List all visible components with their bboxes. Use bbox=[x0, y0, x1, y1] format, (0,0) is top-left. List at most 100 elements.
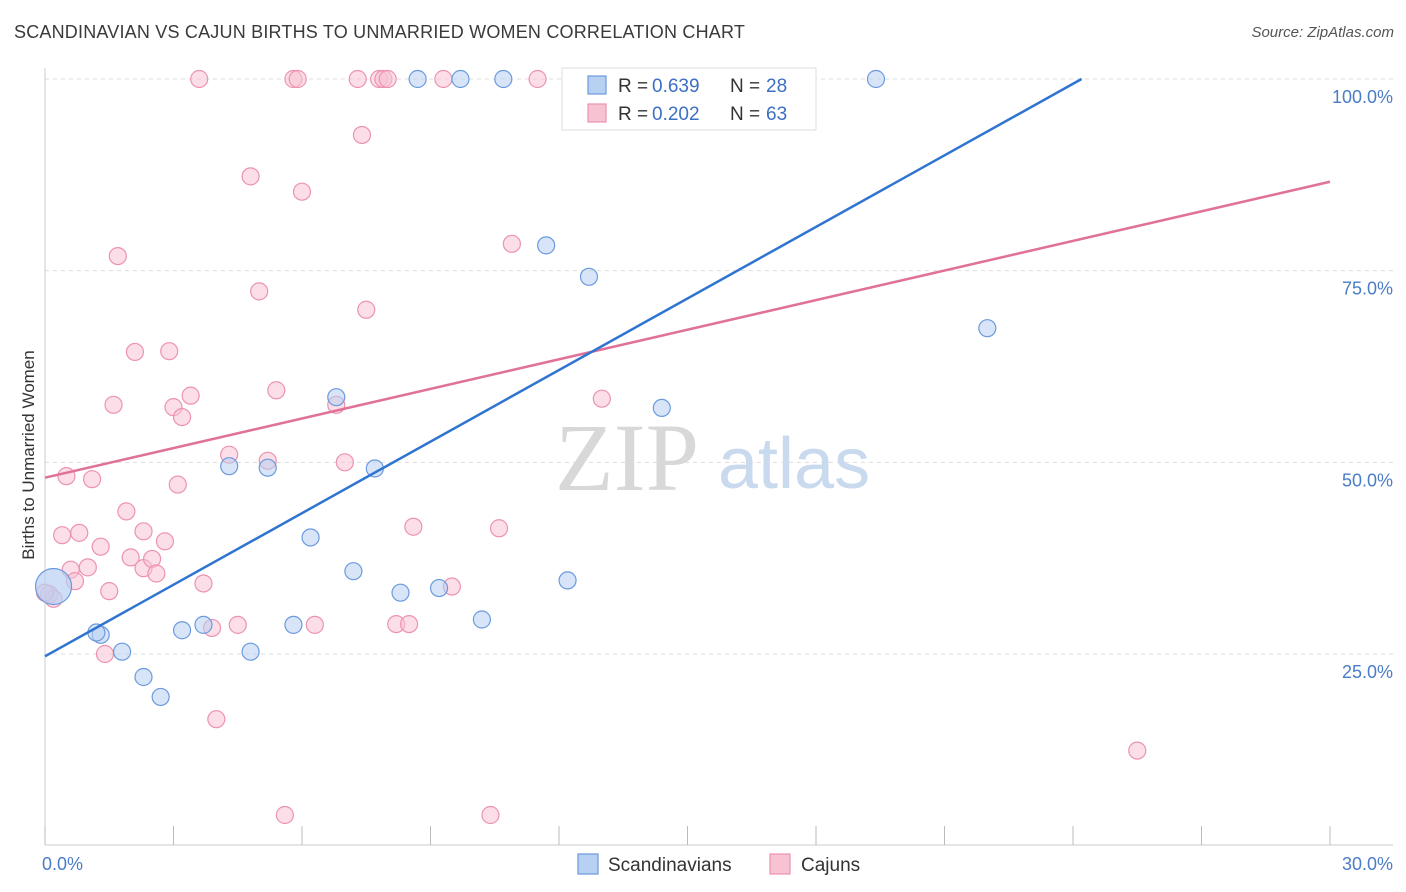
cajuns-point-9 bbox=[91, 537, 110, 556]
cajuns-point-7 bbox=[78, 558, 97, 577]
y-tick-label-50: 50.0% bbox=[1342, 470, 1393, 490]
cajuns-point-26 bbox=[181, 386, 200, 405]
scandinavians-point-26 bbox=[866, 69, 886, 89]
cajuns-point-16 bbox=[125, 342, 145, 362]
scandinavians-point-22 bbox=[537, 236, 556, 255]
legend-swatch-pink bbox=[587, 103, 607, 123]
scandinavians-point-3 bbox=[112, 642, 132, 661]
cajuns-point-24 bbox=[168, 475, 187, 494]
cajuns-point-14 bbox=[117, 502, 136, 521]
scandinavians-point-7 bbox=[194, 615, 213, 634]
legend-n-label-1: N = bbox=[730, 76, 760, 97]
cajuns-point-10 bbox=[95, 644, 115, 664]
cajuns-point-33 bbox=[241, 167, 260, 186]
cajuns-point-41 bbox=[305, 615, 324, 634]
scandinavians-point-27 bbox=[978, 319, 997, 338]
scandinavians-point-19 bbox=[451, 69, 470, 89]
cajuns-point-37 bbox=[275, 805, 294, 825]
scandinavians-point-13 bbox=[327, 388, 346, 407]
cajuns-point-46 bbox=[357, 300, 376, 319]
correlation-legend: R = 0.639 N = 28 R = 0.202 N = 63 bbox=[561, 67, 817, 131]
scandinavians-point-14 bbox=[344, 562, 363, 581]
legend-r-value-2: 0.202 bbox=[652, 104, 700, 125]
cajuns-point-53 bbox=[434, 69, 453, 89]
cajuns-point-57 bbox=[502, 234, 521, 253]
scandinavians-point-0 bbox=[34, 567, 73, 606]
cajuns-point-13 bbox=[108, 247, 127, 266]
chart-title: SCANDINAVIAN VS CAJUN BIRTHS TO UNMARRIE… bbox=[14, 22, 746, 42]
y-tick-label-100: 100.0% bbox=[1332, 87, 1393, 107]
cajuns-point-27 bbox=[190, 69, 209, 89]
watermark-atlas: atlas bbox=[718, 424, 870, 504]
scandinavians-point-6 bbox=[172, 621, 192, 640]
series-legend: Scandinavians Cajuns bbox=[577, 853, 860, 876]
cajuns-point-32 bbox=[228, 615, 247, 634]
legend-n-value-2: 63 bbox=[766, 104, 787, 125]
cajuns-point-58 bbox=[528, 69, 547, 89]
source-label: Source: ZipAtlas.com bbox=[1251, 24, 1394, 41]
grid-lines bbox=[45, 78, 1393, 655]
cajuns-point-2 bbox=[53, 526, 72, 545]
scandinavians-point-5 bbox=[151, 687, 170, 707]
scandinavians-point-12 bbox=[301, 528, 320, 547]
legend-swatch-scandinavians bbox=[577, 853, 599, 875]
scandinavians-point-4 bbox=[134, 667, 153, 687]
cajuns-point-28 bbox=[194, 574, 213, 593]
cajuns-point-21 bbox=[155, 532, 175, 551]
legend-r-label-1: R = bbox=[618, 76, 648, 97]
cajuns-point-45 bbox=[352, 125, 372, 145]
cajuns-point-34 bbox=[250, 282, 269, 301]
cajuns-point-56 bbox=[489, 519, 509, 538]
cajuns-point-6 bbox=[70, 523, 89, 542]
legend-label-cajuns: Cajuns bbox=[801, 855, 860, 876]
legend-r-value-1: 0.639 bbox=[652, 76, 700, 97]
cajuns-point-25 bbox=[172, 408, 192, 427]
trend-lines bbox=[44, 77, 1331, 658]
legend-swatch-cajuns bbox=[769, 853, 791, 875]
scandinavians-point-11 bbox=[284, 615, 303, 634]
cajuns-point-60 bbox=[592, 389, 611, 408]
cajuns-point-22 bbox=[160, 342, 179, 361]
x-tick-label-max: 30.0% bbox=[1342, 854, 1393, 874]
cajuns-point-61 bbox=[1128, 741, 1147, 760]
scandinavians-point-10 bbox=[258, 458, 277, 477]
scandinavians-point-25 bbox=[652, 398, 671, 417]
scandinavians-point-17 bbox=[408, 69, 427, 89]
cajuns-point-18 bbox=[134, 522, 153, 541]
x-tick-label-min: 0.0% bbox=[42, 854, 83, 874]
scandinavians-point-8 bbox=[220, 457, 239, 476]
cajuns-point-11 bbox=[100, 582, 119, 601]
scandinavians-point-24 bbox=[579, 267, 599, 286]
axes bbox=[44, 68, 1393, 846]
cajuns-point-15 bbox=[121, 548, 140, 567]
cajuns-points bbox=[35, 69, 1147, 825]
scandinavians-trend-line bbox=[44, 77, 1083, 658]
y-tick-label-75: 75.0% bbox=[1342, 279, 1393, 299]
legend-n-label-2: N = bbox=[730, 104, 760, 125]
scandinavians-point-21 bbox=[494, 69, 513, 89]
cajuns-point-36 bbox=[267, 381, 286, 400]
y-axis-title: Births to Unmarried Women bbox=[19, 350, 38, 559]
cajuns-point-44 bbox=[348, 69, 367, 89]
cajuns-point-8 bbox=[83, 470, 102, 489]
cajuns-point-51 bbox=[399, 614, 419, 634]
scandinavians-point-20 bbox=[472, 610, 491, 629]
tick-labels: 25.0% 50.0% 75.0% 100.0% 0.0% 30.0% bbox=[42, 87, 1393, 874]
cajuns-point-52 bbox=[404, 517, 423, 536]
watermark-zip: ZIP bbox=[555, 404, 699, 511]
legend-label-scandinavians: Scandinavians bbox=[608, 855, 732, 876]
cajuns-point-49 bbox=[378, 69, 397, 89]
y-tick-label-25: 25.0% bbox=[1342, 662, 1393, 682]
scandinavians-point-23 bbox=[558, 571, 577, 590]
cajuns-point-40 bbox=[292, 182, 312, 201]
scandinavians-point-9 bbox=[241, 642, 260, 661]
scandinavians-points bbox=[34, 69, 997, 707]
scandinavians-point-16 bbox=[391, 583, 410, 602]
cajuns-point-43 bbox=[335, 453, 354, 472]
legend-r-label-2: R = bbox=[618, 104, 648, 125]
cajuns-point-30 bbox=[207, 710, 226, 729]
legend-swatch-blue bbox=[587, 75, 607, 95]
cajuns-point-55 bbox=[481, 805, 500, 825]
cajuns-point-20 bbox=[147, 564, 166, 583]
